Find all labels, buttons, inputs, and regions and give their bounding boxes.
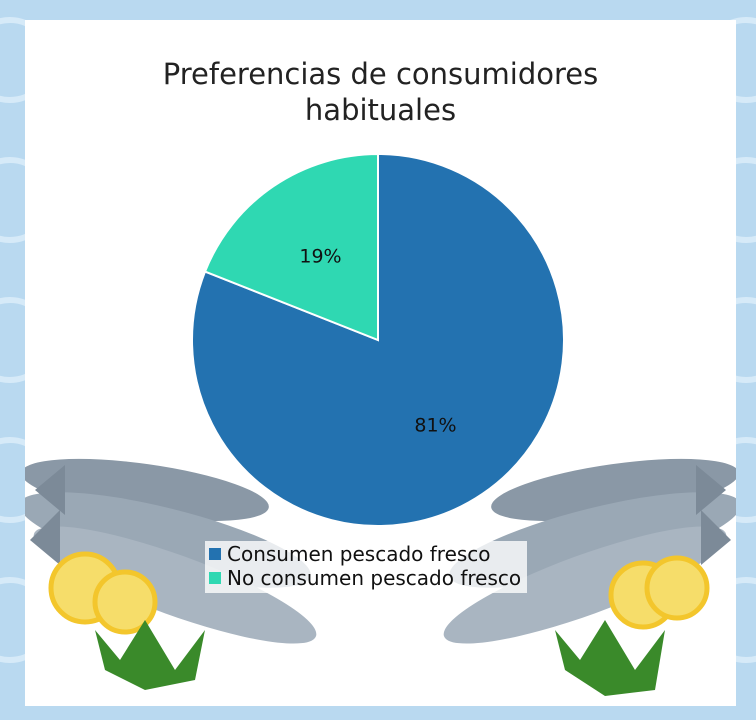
chart-canvas: 81% 19% (25, 152, 736, 696)
legend-swatch-no-consumen (209, 572, 221, 584)
pie-chart: 81% 19% (191, 152, 565, 527)
chart-card: Preferencias de consumidores habituales (25, 20, 736, 706)
chart-title-line-2: habituales (304, 93, 457, 127)
legend-label-no-consumen: No consumen pescado fresco (227, 566, 522, 590)
legend-swatch-consumen (209, 548, 221, 560)
lemon-slices-left (48, 551, 205, 690)
chart-title-line-1: Preferencias de consumidores (162, 57, 599, 91)
chart-title: Preferencias de consumidores habituales (25, 56, 736, 128)
pie-slice-1 (203, 152, 379, 342)
chart-legend: Consumen pescado fresco No consumen pesc… (205, 541, 528, 593)
legend-label-consumen: Consumen pescado fresco (227, 542, 491, 566)
legend-item-no-consumen: No consumen pescado fresco (209, 566, 522, 590)
legend-item-consumen: Consumen pescado fresco (209, 542, 521, 566)
lemon-slices-right (555, 555, 710, 696)
pie-data-label-1: 19% (299, 245, 341, 267)
pie-data-label-0: 81% (414, 415, 456, 437)
